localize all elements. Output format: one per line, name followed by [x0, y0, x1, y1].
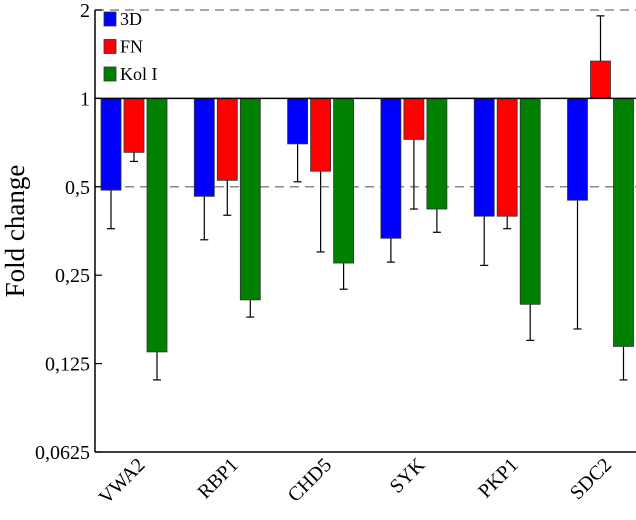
legend-label: Kol I: [120, 64, 158, 84]
x-tick-label: CHD5: [284, 454, 336, 506]
bar: [123, 98, 145, 153]
bar: [100, 98, 122, 191]
y-tick-label: 0,25: [55, 265, 90, 287]
bar: [146, 98, 168, 353]
y-tick-label: 0,5: [65, 177, 90, 199]
legend-swatch: [103, 11, 117, 27]
y-tick-label: 0,125: [45, 354, 90, 376]
legend-swatch: [103, 39, 117, 54]
bar: [333, 98, 355, 264]
legend-label: FN: [120, 37, 143, 57]
legend-swatch: [103, 66, 117, 82]
bar: [287, 98, 309, 145]
bar: [496, 98, 518, 217]
bar: [403, 98, 425, 140]
bar: [426, 98, 448, 210]
x-tick-label: SDC2: [566, 454, 616, 504]
bar: [613, 98, 634, 347]
bar: [239, 98, 261, 301]
bar: [380, 98, 402, 239]
bar: [473, 98, 495, 217]
bar: [216, 98, 238, 181]
bar: [567, 98, 588, 201]
bar: [310, 98, 332, 172]
bar: [193, 98, 215, 197]
bar: [590, 60, 611, 99]
x-tick-label: SYK: [386, 454, 430, 498]
y-tick-label: 0,0625: [35, 442, 90, 464]
x-tick-label: RBP1: [193, 454, 242, 503]
bar: [519, 98, 541, 305]
x-tick-label: PKP1: [474, 454, 523, 503]
y-tick-label: 2: [80, 0, 90, 22]
y-axis-label: Fold change: [0, 165, 30, 298]
legend-label: 3D: [120, 9, 142, 29]
y-tick-label: 1: [80, 88, 90, 110]
x-tick-label: VWA2: [95, 454, 150, 509]
